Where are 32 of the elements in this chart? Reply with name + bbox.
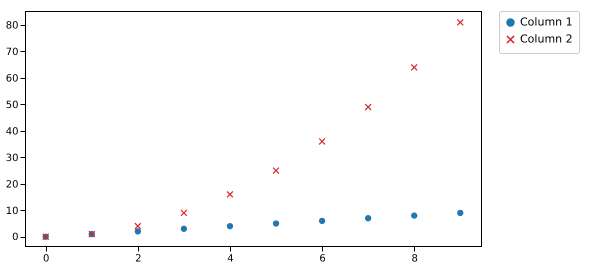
legend-label: Column 1 — [520, 16, 573, 28]
point — [364, 215, 372, 222]
x-tick-label: 0 — [43, 254, 50, 264]
y-tick-label: 0 — [12, 232, 18, 244]
y-tick-label: 20 — [6, 179, 18, 190]
point — [318, 218, 326, 224]
y-tick-label: 60 — [6, 73, 18, 84]
point — [226, 222, 234, 230]
legend-label: Column 2 — [520, 32, 573, 46]
point — [272, 167, 280, 174]
x-tick-label: 6 — [319, 254, 326, 264]
y-tick-label: 70 — [6, 46, 18, 58]
point — [457, 210, 464, 216]
point — [410, 64, 418, 71]
point — [364, 104, 372, 111]
point — [226, 190, 234, 198]
point — [411, 212, 418, 219]
point — [134, 228, 142, 235]
y-tick-label: 30 — [6, 152, 18, 164]
y-tick-label: 10 — [6, 206, 18, 217]
y-tick-label: 40 — [6, 126, 18, 138]
point — [180, 226, 188, 232]
x-tick-label: 2 — [135, 254, 142, 264]
x-tick-label: 4 — [227, 254, 234, 264]
point — [272, 220, 280, 227]
point — [134, 222, 142, 230]
y-tick-label: 50 — [6, 100, 18, 111]
point — [318, 138, 326, 146]
y-tick-label: 80 — [6, 20, 18, 32]
point — [180, 209, 188, 216]
point — [456, 18, 464, 26]
x-tick-label: 8 — [412, 254, 418, 264]
